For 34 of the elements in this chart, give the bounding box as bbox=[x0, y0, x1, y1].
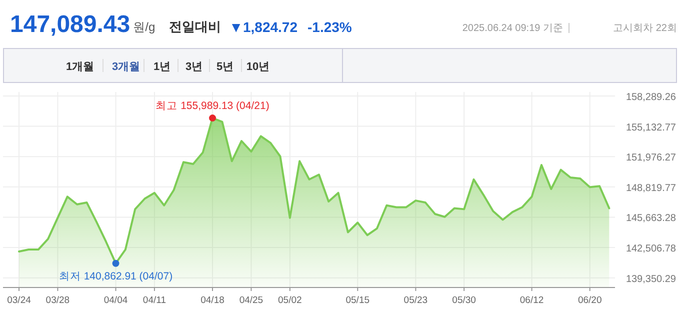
y-tick-label: 139,350.29 bbox=[626, 274, 676, 285]
x-tick-label: 04/04 bbox=[104, 295, 128, 306]
text: 3년 bbox=[185, 61, 203, 73]
text: 10년 bbox=[246, 61, 270, 73]
text: 고시회차 22회 bbox=[613, 23, 677, 34]
x-tick-label: 05/02 bbox=[278, 295, 302, 306]
annotation: 최저 140,862.91 (04/07) bbox=[58, 270, 173, 282]
title: 147,089.43 bbox=[10, 11, 130, 38]
x-tick-label: 04/25 bbox=[239, 295, 264, 306]
text: 전일대비 bbox=[169, 19, 222, 34]
x-tick-label: 04/18 bbox=[200, 295, 224, 306]
y-tick-label: 155,132.77 bbox=[626, 122, 676, 134]
x-tick-label: 04/11 bbox=[142, 295, 166, 306]
text: 1년 bbox=[153, 61, 171, 73]
x-tick-label: 06/20 bbox=[578, 295, 602, 306]
text: 2025.06.24 09:19 기준 bbox=[462, 23, 563, 34]
text: 1개월 bbox=[66, 61, 94, 73]
y-tick-label: 151,976.27 bbox=[626, 152, 676, 164]
y-tick-label: 158,289.26 bbox=[626, 92, 676, 103]
y-tick-label: 145,663.28 bbox=[626, 213, 676, 224]
x-tick-label: 03/28 bbox=[46, 295, 70, 306]
text: 5년 bbox=[216, 61, 234, 73]
text: ▼1,824.72 bbox=[229, 19, 298, 35]
x-tick-label: 06/12 bbox=[520, 295, 544, 306]
text: 3개월 bbox=[112, 61, 140, 73]
y-tick-label: 142,506.78 bbox=[626, 244, 676, 255]
y-tick-label: 148,819.77 bbox=[626, 182, 676, 194]
x-tick-label: 05/23 bbox=[404, 295, 428, 306]
text: -1.23% bbox=[308, 19, 352, 35]
x-tick-label: 05/15 bbox=[346, 295, 370, 306]
text: 원/g bbox=[133, 20, 156, 34]
annotation: 최고 155,989.13 (04/21) bbox=[156, 100, 270, 112]
x-tick-label: 05/30 bbox=[452, 295, 476, 306]
x-tick-label: 03/24 bbox=[7, 295, 31, 306]
